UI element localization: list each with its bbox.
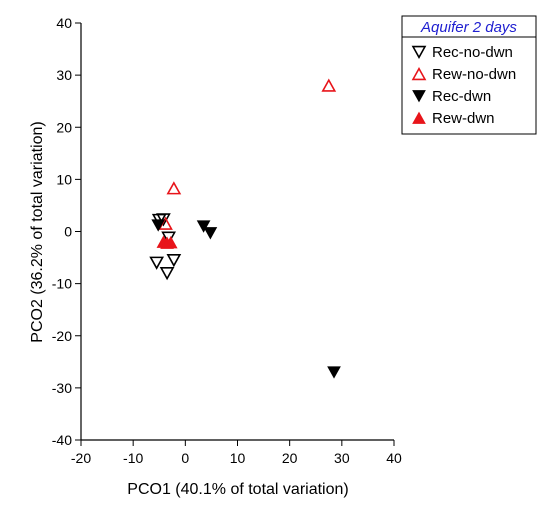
x-tick-label: 30: [334, 450, 350, 466]
legend-label-rec-no-dwn: Rec-no-dwn: [432, 44, 513, 61]
y-tick-label: 0: [64, 224, 72, 240]
point-rec-dwn: [196, 220, 211, 233]
x-tick-label: -20: [71, 450, 91, 466]
point-rec-dwn: [151, 219, 166, 232]
y-axis-title: PCO2 (36.2% of total variation): [29, 121, 46, 342]
y-tick-label: 40: [56, 15, 72, 31]
legend-marker-rec-no-dwn: [411, 45, 427, 60]
axes: [75, 22, 395, 446]
y-tick-label: 10: [56, 171, 72, 187]
x-tick-label: 20: [282, 450, 298, 466]
legend-title: Aquifer 2 days: [420, 19, 517, 36]
point-rec-no-dwn: [166, 253, 182, 268]
y-tick-label: -10: [52, 276, 72, 292]
point-rec-dwn: [203, 227, 218, 240]
x-tick-label: -10: [123, 450, 143, 466]
point-rec-no-dwn: [149, 256, 165, 270]
legend-marker-rew-no-dwn: [411, 66, 427, 81]
legend: Aquifer 2 days Rec-no-dwn Rew-no-dwn Rec-d…: [401, 15, 537, 135]
legend-box: [401, 15, 537, 135]
point-rew-dwn: [163, 236, 178, 249]
legend-items: Rec-no-dwn Rew-no-dwn Rec-dwn Rew-dwn: [411, 44, 516, 127]
legend-label-rec-dwn: Rec-dwn: [432, 88, 491, 105]
legend-label-rew-dwn: Rew-dwn: [432, 110, 495, 127]
legend-marker-rew-dwn: [412, 111, 426, 124]
y-tick-label: -40: [52, 432, 72, 448]
point-rec-dwn: [327, 366, 341, 379]
x-tick-label: 10: [230, 450, 246, 466]
legend-marker-rec-dwn: [412, 90, 426, 103]
point-rec-no-dwn: [159, 266, 175, 281]
x-axis-title: PCO1 (40.1% of total variation): [127, 481, 348, 498]
point-rew-no-dwn: [321, 78, 337, 92]
tick-labels: -20 -10 0 10 20 30 40 40 30 20 10 0 -10 -20 -30 -40: [52, 15, 402, 466]
x-tick-label: 40: [386, 450, 402, 466]
y-tick-label: 30: [56, 67, 72, 83]
legend-label-rew-no-dwn: Rew-no-dwn: [432, 66, 516, 83]
data-points: [149, 78, 341, 379]
x-tick-label: 0: [181, 450, 189, 466]
point-rew-no-dwn: [166, 181, 182, 195]
y-tick-label: 20: [56, 119, 72, 135]
y-tick-label: -30: [52, 380, 72, 396]
y-tick-label: -20: [52, 328, 72, 344]
